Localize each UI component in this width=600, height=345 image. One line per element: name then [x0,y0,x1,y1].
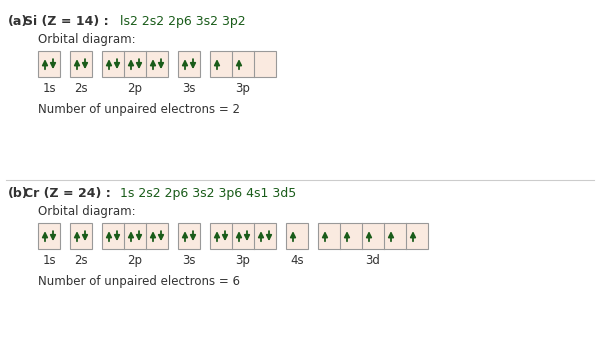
Text: Number of unpaired electrons = 6: Number of unpaired electrons = 6 [38,275,240,288]
Text: Orbital diagram:: Orbital diagram: [38,205,136,218]
Text: Cr (Z = 24) :: Cr (Z = 24) : [24,187,111,200]
Text: (b): (b) [8,187,29,200]
Text: 2p: 2p [128,82,143,95]
Text: ls2 2s2 2p6 3s2 3p2: ls2 2s2 2p6 3s2 3p2 [120,15,245,28]
Bar [210,223,276,249]
Bar [70,51,92,77]
Text: 4s: 4s [290,254,304,267]
Bar [70,223,92,249]
Bar [318,223,428,249]
Text: 3p: 3p [236,82,250,95]
Text: 1s: 1s [42,254,56,267]
Bar [178,51,200,77]
Bar [102,51,168,77]
Text: 2s: 2s [74,82,88,95]
Bar [102,223,168,249]
Text: Orbital diagram:: Orbital diagram: [38,33,136,46]
Text: 1s: 1s [42,82,56,95]
Bar [210,51,276,77]
Text: 2s: 2s [74,254,88,267]
Text: 3d: 3d [365,254,380,267]
Bar [38,51,60,77]
Text: Si (Z = 14) :: Si (Z = 14) : [24,15,109,28]
Text: (a): (a) [8,15,28,28]
Text: 2p: 2p [128,254,143,267]
Text: 3s: 3s [182,254,196,267]
Text: 1s 2s2 2p6 3s2 3p6 4s1 3d5: 1s 2s2 2p6 3s2 3p6 4s1 3d5 [120,187,296,200]
Text: Number of unpaired electrons = 2: Number of unpaired electrons = 2 [38,103,240,116]
Bar [286,223,308,249]
Text: 3p: 3p [236,254,250,267]
Bar [38,223,60,249]
Bar [178,223,200,249]
Text: 3s: 3s [182,82,196,95]
